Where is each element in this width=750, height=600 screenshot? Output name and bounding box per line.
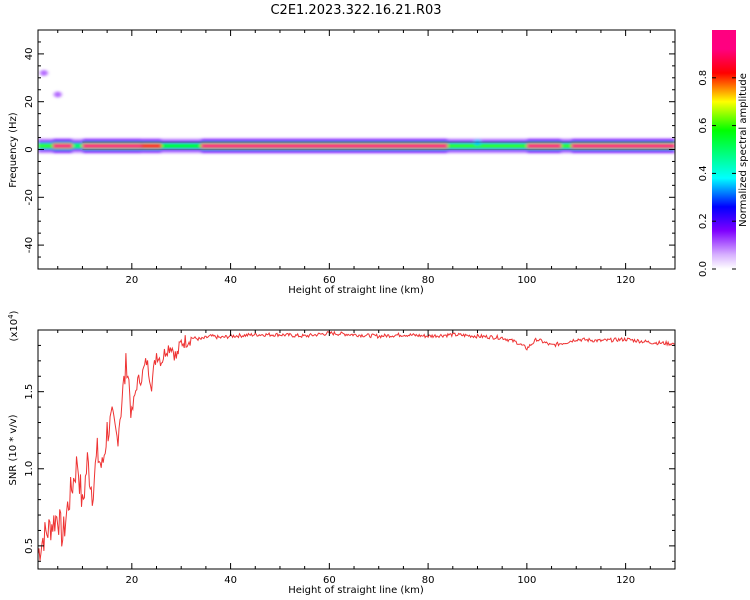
y-tick-label: -20	[24, 189, 35, 205]
spectrogram-band-segment	[447, 143, 527, 149]
y-tick-label: -40	[24, 237, 35, 253]
x-tick-label: 20	[125, 575, 138, 586]
x-tick-label: 60	[323, 275, 336, 286]
spectrogram-band-segment	[141, 143, 162, 149]
spectrogram-blob	[39, 70, 48, 77]
spectrogram-blob	[53, 91, 62, 98]
spectrogram-ticks: 20 40 60 80 100 120 40 20 0 -20 -40	[24, 30, 675, 286]
x-tick-label: 40	[224, 275, 237, 286]
snr-ticks: 20 40 60 80 100 120 0.5 1.0 1.5	[24, 330, 675, 586]
y-tick-label: 20	[24, 95, 35, 108]
snr-ylabel: SNR (10 * v/v)	[8, 414, 19, 485]
colorbar-gradient	[712, 30, 736, 269]
y-tick-label: 0.5	[24, 538, 35, 554]
x-tick-label: 100	[517, 575, 536, 586]
x-tick-label: 100	[517, 275, 536, 286]
y-tick-label: 1.5	[24, 384, 35, 400]
spectrogram-band-segment	[526, 143, 562, 149]
colorbar-tick-label: 0.0	[698, 261, 709, 277]
spectrogram-band-segment	[72, 143, 83, 149]
y-tick-label: 0	[24, 146, 35, 152]
colorbar-ticks: 0.0 0.2 0.4 0.6 0.8	[698, 70, 736, 277]
spectrogram-band-segment	[161, 143, 201, 149]
x-tick-label: 60	[323, 575, 336, 586]
colorbar-label: Normalized spectral amplitude	[738, 73, 749, 227]
snr-xlabel: Height of straight line (km)	[288, 585, 424, 596]
snr-multiplier: (x104)	[7, 310, 20, 341]
y-tick-label: 40	[24, 48, 35, 61]
spectrogram-band-segment	[82, 143, 142, 149]
colorbar-tick-label: 0.4	[698, 165, 709, 181]
colorbar-tick-label: 0.6	[698, 118, 709, 134]
spectrogram-band-segment	[561, 143, 572, 149]
x-tick-label: 120	[616, 275, 635, 286]
spectrogram-band-segment	[52, 143, 73, 149]
x-tick-label: 120	[616, 575, 635, 586]
x-tick-label: 80	[422, 275, 435, 286]
spectrogram-band-segment	[200, 143, 448, 149]
snr-panel: 20 40 60 80 100 120 0.5 1.0 1.5 Height of straig…	[7, 310, 676, 596]
colorbar: 0.0 0.2 0.4 0.6 0.8 Normalized spectral ampl…	[698, 30, 749, 277]
spectrogram-ylabel: Frequency (Hz)	[8, 112, 19, 188]
x-tick-label: 80	[422, 575, 435, 586]
spectrogram-heatmap	[38, 70, 675, 154]
spectrogram-xlabel: Height of straight line (km)	[288, 285, 424, 296]
spectrogram-panel: 20 40 60 80 100 120 40 20 0 -20 -40 Height of stra…	[8, 29, 676, 296]
figure-title: C2E1.2023.322.16.21.R03	[270, 3, 441, 18]
y-tick-label: 1.0	[24, 461, 35, 477]
snr-frame	[37, 329, 676, 570]
x-tick-label: 20	[125, 275, 138, 286]
colorbar-tick-label: 0.2	[698, 213, 709, 229]
colorbar-tick-label: 0.8	[698, 70, 709, 86]
spectrogram-band-segment	[38, 143, 53, 149]
spectrogram-band-segment	[571, 143, 675, 149]
x-tick-label: 40	[224, 575, 237, 586]
snr-series-line	[38, 330, 675, 561]
